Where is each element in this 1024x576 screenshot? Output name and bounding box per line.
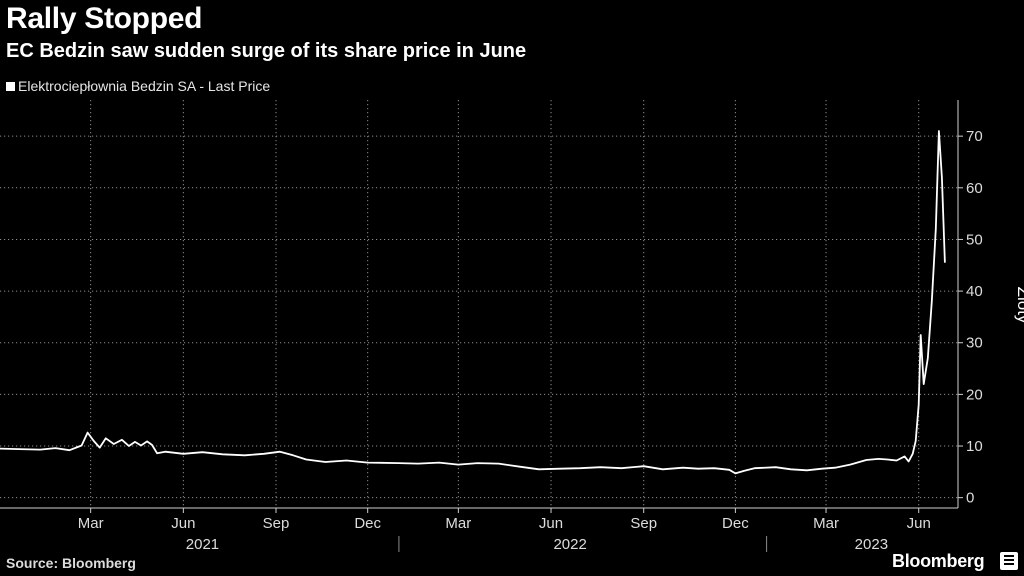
y-tick-label: 30 xyxy=(966,335,983,352)
legend-label: Elektrociepłownia Bedzin SA - Last Price xyxy=(18,78,271,94)
legend: Elektrociepłownia Bedzin SA - Last Price xyxy=(6,78,270,94)
x-tick-label: Mar xyxy=(813,515,839,532)
x-tick-label: Dec xyxy=(354,515,381,532)
legend-swatch xyxy=(6,81,15,91)
bloomberg-logo-icon xyxy=(1000,552,1018,570)
x-tick-label: Dec xyxy=(722,515,749,532)
source-note: Source: Bloomberg xyxy=(6,555,136,571)
chart-subtitle: EC Bedzin saw sudden surge of its share … xyxy=(6,40,527,62)
y-tick-label: 60 xyxy=(966,180,983,197)
x-tick-label: Mar xyxy=(445,515,471,532)
x-tick-label: Sep xyxy=(630,515,657,532)
x-tick-label: Jun xyxy=(539,515,563,532)
x-tick-label: Mar xyxy=(78,515,104,532)
y-tick-label: 10 xyxy=(966,438,983,455)
y-axis-title: Zloty xyxy=(1014,287,1024,324)
x-tick-label: Jun xyxy=(907,515,931,532)
y-tick-label: 40 xyxy=(966,283,983,300)
x-tick-label: Jun xyxy=(171,515,195,532)
year-label: 2022 xyxy=(553,536,586,553)
year-label: 2021 xyxy=(186,536,219,553)
y-tick-label: 70 xyxy=(966,128,983,145)
x-tick-label: Sep xyxy=(263,515,290,532)
chart-title: Rally Stopped xyxy=(6,2,203,35)
y-tick-label: 0 xyxy=(966,490,974,507)
year-label: 2023 xyxy=(855,536,888,553)
y-tick-label: 50 xyxy=(966,231,983,248)
bloomberg-logo: Bloomberg xyxy=(892,551,985,571)
price-line xyxy=(0,130,946,475)
y-tick-label: 20 xyxy=(966,386,983,403)
